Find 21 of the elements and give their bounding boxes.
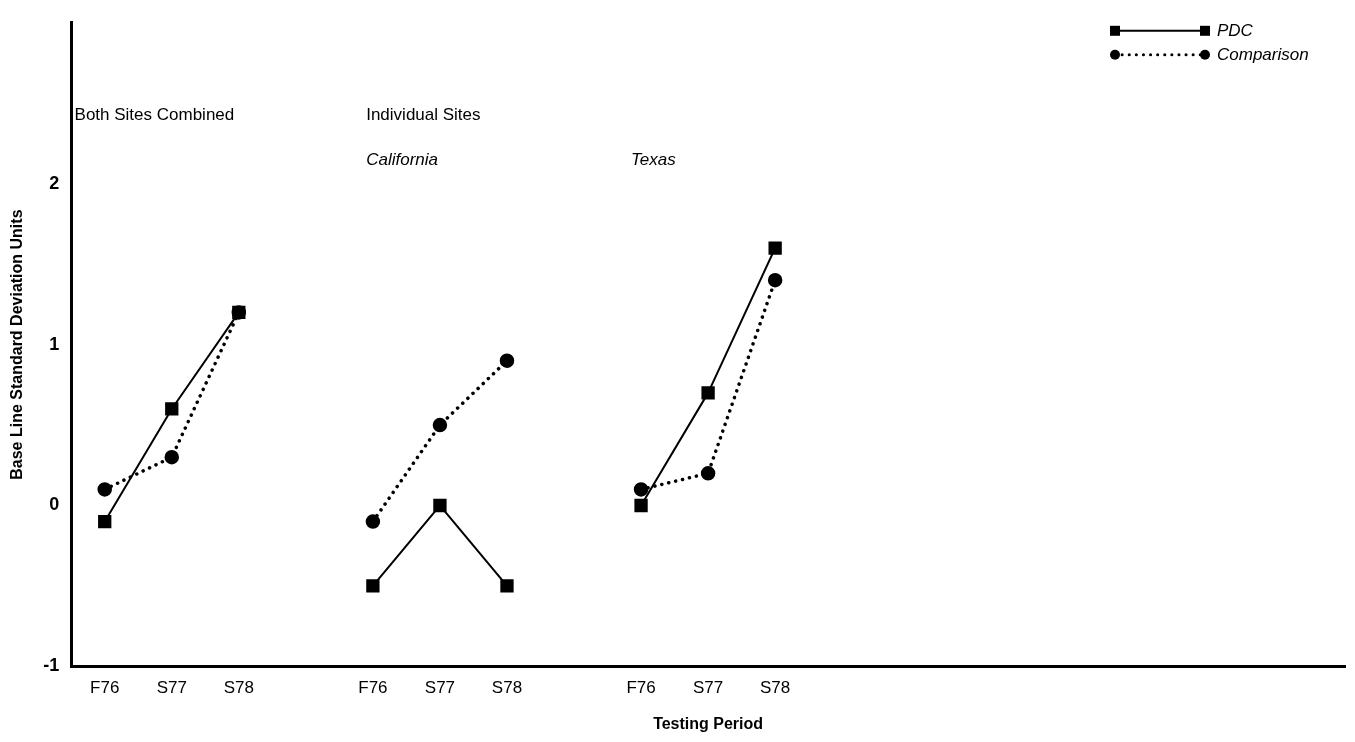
x-tick-label: F76 [90, 678, 120, 698]
legend-label: PDC [1217, 20, 1254, 40]
x-axis-title: Testing Period [653, 714, 764, 732]
x-tick-label: F76 [626, 678, 656, 698]
x-tick-label: S77 [692, 678, 724, 698]
annotation: Texas [631, 150, 677, 169]
y-tick-label: 0 [49, 494, 60, 515]
annotation: Both Sites Combined [74, 105, 235, 124]
y-tick-label: 1 [49, 333, 60, 354]
x-tick-label: S77 [424, 678, 456, 698]
legend-label: Comparison [1217, 44, 1309, 64]
x-tick-label: F76 [358, 678, 388, 698]
annotation: Individual Sites [366, 105, 481, 124]
y-tick-label: -1 [43, 655, 60, 676]
y-tick-label: 2 [49, 172, 60, 193]
y-axis-title: Base Line Standard Deviation Units [8, 209, 26, 480]
annotation: California [366, 150, 438, 169]
x-tick-label: S78 [491, 678, 523, 698]
x-tick-label: S77 [156, 678, 187, 698]
x-tick-label: S78 [223, 678, 254, 698]
x-tick-label: S78 [760, 678, 791, 698]
